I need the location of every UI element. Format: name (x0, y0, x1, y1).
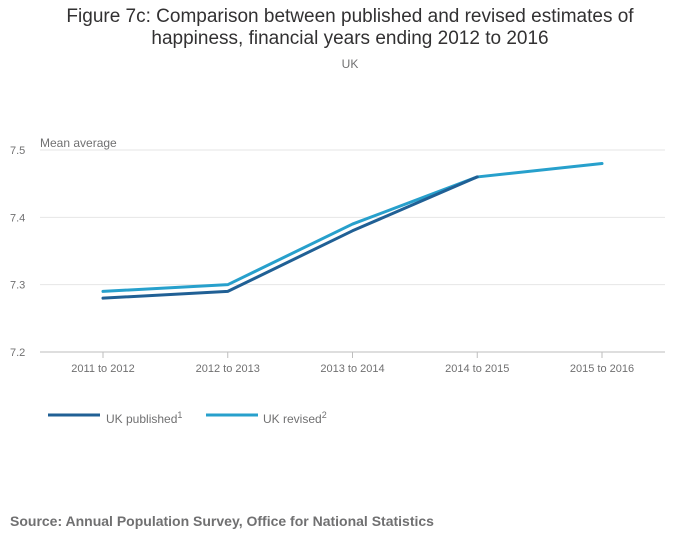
y-tick-label: 7.4 (10, 212, 25, 224)
chart-subtitle: UK (341, 57, 359, 71)
legend-superscript-revised: 2 (322, 410, 327, 420)
chart-title: Figure 7c: Comparison between published … (20, 6, 680, 50)
series-line-revised (101, 161, 604, 293)
source-note: Source: Annual Population Survey, Office… (10, 513, 434, 529)
legend-name-published: UK published (106, 412, 177, 426)
legend-label-published: UK published1 (106, 410, 182, 426)
legend-item-revised[interactable]: UK revised2 (206, 410, 327, 426)
legend-name-revised: UK revised (263, 412, 322, 426)
x-tick-label: 2011 to 2012 (71, 363, 134, 375)
x-axis-ticks: 2011 to 2012 2012 to 2013 2013 to 2014 2014… (71, 352, 634, 375)
gridlines (40, 149, 665, 286)
y-tick-label: 7.3 (10, 280, 25, 292)
legend-item-published[interactable]: UK published1 (48, 410, 182, 426)
x-tick-label: 2015 to 2016 (570, 363, 634, 375)
y-axis-tick-labels: 7.2 7.3 7.4 7.5 (10, 145, 25, 359)
y-axis-title: Mean average (40, 136, 117, 150)
y-tick-label: 7.2 (10, 347, 25, 359)
series-lines (101, 161, 604, 300)
series-line-published (101, 175, 479, 300)
x-tick-label: 2012 to 2013 (196, 363, 260, 375)
legend-superscript-published: 1 (177, 410, 182, 420)
x-tick-label: 2014 to 2015 (445, 363, 509, 375)
chart-title-line-2: happiness, financial years ending 2012 t… (151, 28, 549, 49)
legend-label-revised: UK revised2 (263, 410, 327, 426)
legend: UK published1 UK revised2 (48, 410, 327, 426)
y-tick-label: 7.5 (10, 145, 25, 157)
x-tick-label: 2013 to 2014 (320, 363, 384, 375)
chart-title-line-1: Figure 7c: Comparison between published … (66, 6, 634, 27)
